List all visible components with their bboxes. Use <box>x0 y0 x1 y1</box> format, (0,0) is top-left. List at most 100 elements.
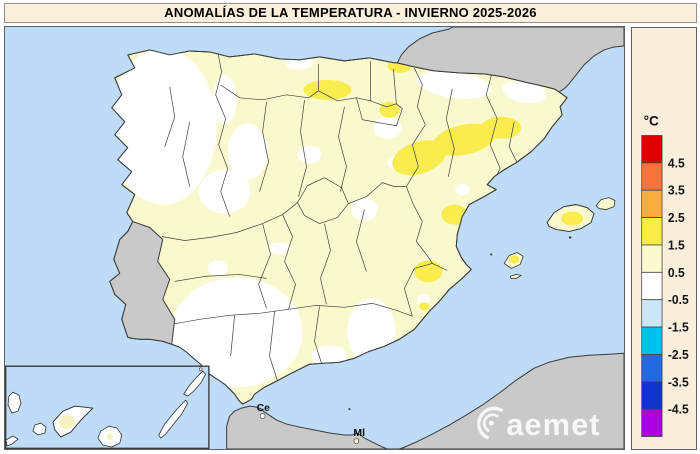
anomaly-patch-white <box>207 260 228 277</box>
legend-color-swatch <box>641 326 663 355</box>
anomaly-patch-yellow <box>481 116 522 139</box>
legend-tick-label: 2.5 <box>668 211 685 225</box>
africa-landmass <box>226 352 624 449</box>
anomaly-patch-yellow <box>441 204 468 225</box>
legend-panel: °C 4.5 3.5 2.5 1.5 0.5 -0.5 <box>631 27 697 450</box>
legend-tick-label: -4.5 <box>668 403 689 417</box>
region-border-line <box>318 90 371 102</box>
formentera-island <box>509 274 522 279</box>
aemet-logo: aemet <box>477 406 600 442</box>
region-border-line <box>348 182 407 204</box>
anomaly-patch-white <box>502 80 546 104</box>
region-borders <box>161 51 520 382</box>
province-border-line <box>320 223 331 305</box>
legend-color-swatch <box>641 381 663 410</box>
legend-tick-label: 1.5 <box>668 238 685 252</box>
aemet-swirl-outer-arc <box>477 406 503 440</box>
map-panel: Ce Ml aemet <box>4 26 625 450</box>
legend-tick-label: -0.5 <box>668 293 689 307</box>
province-border-line <box>164 86 176 147</box>
legend-color-swatch <box>641 299 663 328</box>
tenerife-coastline <box>52 405 94 438</box>
region-border-line <box>413 204 433 264</box>
province-border-line <box>174 274 267 282</box>
anomaly-patch-white <box>227 123 268 180</box>
anomaly-patches-warm <box>303 58 522 311</box>
anomaly-patch-yellow-ibiza <box>509 255 520 264</box>
legend-color-swatch <box>641 244 663 273</box>
anomaly-patch-white <box>311 345 348 368</box>
map-title: ANOMALÍAS DE LA TEMPERATURA - INVIERNO 2… <box>4 3 697 23</box>
anomaly-patch-tint-gran-canaria <box>106 434 113 441</box>
alboran-islet <box>348 407 351 411</box>
region-border-line <box>215 51 230 217</box>
anomaly-patch-white-pyrenees <box>416 70 492 99</box>
anomaly-patch-white <box>373 116 402 139</box>
region-border-line <box>414 67 426 125</box>
columbretes-islet <box>490 253 493 256</box>
legend-tick-label: 3.5 <box>668 184 685 198</box>
portugal-landmass <box>109 221 176 345</box>
province-border-line <box>445 88 455 177</box>
aemet-logo-text: aemet <box>506 407 600 442</box>
legend-color-bar <box>641 135 663 437</box>
region-border-line <box>282 214 296 310</box>
anomaly-patch-yellow-mallorca <box>561 211 584 226</box>
balearic-islands <box>503 197 616 279</box>
aemet-logo-swirl-icon <box>477 406 503 440</box>
ceuta-label: Ce <box>257 403 271 414</box>
legend-color-swatch <box>641 135 663 164</box>
legend-unit-label: °C <box>644 113 659 128</box>
anomaly-patch-white <box>297 145 322 164</box>
legend-color-swatch <box>641 217 663 246</box>
province-border-line <box>230 315 235 357</box>
anomaly-patches-neutral <box>109 49 546 388</box>
region-border-line <box>220 84 319 101</box>
canary-island-la-graciosa <box>198 367 203 371</box>
cabrera-islet <box>568 236 572 239</box>
anomaly-patch-yellow-aragon <box>432 123 496 156</box>
anomaly-patch-tint-tenerife <box>58 415 75 430</box>
region-border-line <box>406 124 426 205</box>
region-border-line <box>370 100 403 110</box>
region-border-line <box>356 97 403 127</box>
melilla-dot <box>353 438 360 444</box>
region-border-line <box>404 263 448 317</box>
province-border-line <box>356 209 367 272</box>
province-border-line <box>269 311 278 382</box>
ceuta-dot <box>259 413 266 419</box>
anomaly-patch-white <box>268 242 291 255</box>
anomaly-patch-yellow <box>419 302 430 311</box>
anomaly-patch-white <box>198 169 251 214</box>
legend-color-swatch <box>641 408 663 437</box>
region-border-line-andalucia <box>171 302 413 325</box>
menorca-island <box>595 197 616 210</box>
anomaly-patch-white <box>417 294 430 305</box>
canary-island-lanzarote <box>183 370 207 397</box>
province-border-line <box>258 223 271 309</box>
anomaly-patch-white-galicia <box>109 49 217 205</box>
anomaly-patch-white <box>455 183 470 196</box>
melilla-label: Ml <box>353 428 365 439</box>
province-border-line <box>182 121 191 187</box>
mallorca-coastline <box>546 204 595 232</box>
aemet-swirl-inner-arc <box>482 413 499 432</box>
aemet-swirl-center-dot <box>488 420 494 426</box>
legend-tick-label: 0.5 <box>668 266 685 280</box>
canary-inset <box>5 365 210 449</box>
legend-tick-label: -3.5 <box>668 375 689 389</box>
province-border-line <box>259 101 269 192</box>
legend-color-swatch <box>641 189 663 218</box>
anomaly-patch-yellow-cantabria <box>303 79 352 100</box>
region-border-line <box>393 68 397 104</box>
province-border-line <box>338 106 347 192</box>
legend-tick-labels: 4.5 3.5 2.5 1.5 0.5 -0.5 -1.5 -2.5 -3.5 … <box>668 156 689 417</box>
legend-tick-label: -2.5 <box>668 348 689 362</box>
legend-tick-label: 4.5 <box>668 156 685 170</box>
region-border-line <box>485 71 501 184</box>
province-border-line <box>508 121 520 167</box>
anomaly-patch-white-southwest <box>170 277 303 388</box>
france-landmass <box>396 27 624 93</box>
legend-color-swatch <box>641 354 663 383</box>
